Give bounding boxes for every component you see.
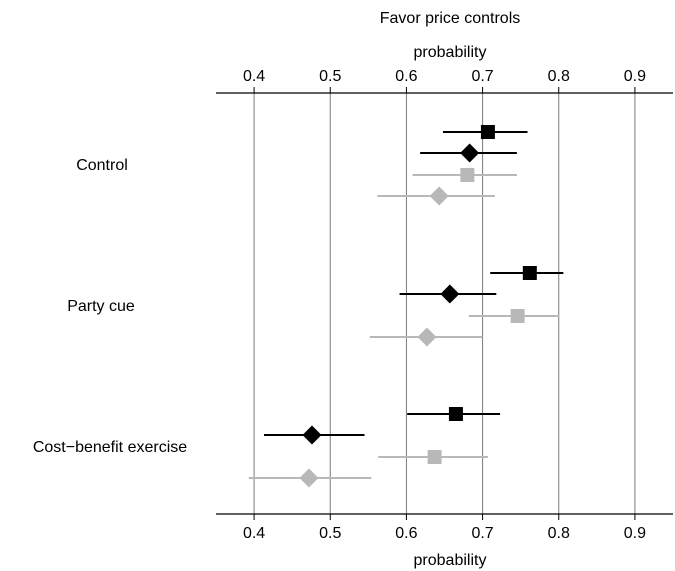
x-tick-label-top: 0.4 <box>243 68 265 85</box>
square-marker <box>480 125 495 139</box>
x-tick-label-bottom: 0.6 <box>395 525 417 542</box>
x-tick-label-top: 0.8 <box>548 68 570 85</box>
category-label: Control <box>76 157 128 174</box>
diamond-marker <box>417 327 437 347</box>
square-marker <box>510 309 525 323</box>
diamond-marker <box>460 143 480 163</box>
data-marks <box>248 125 564 488</box>
category-label: Party cue <box>67 298 135 315</box>
x-axis-label-top: probability <box>414 44 487 61</box>
square-marker <box>460 168 475 182</box>
diamond-marker <box>299 468 319 488</box>
x-tick-label-bottom: 0.5 <box>319 525 341 542</box>
x-tick-label-top: 0.9 <box>624 68 646 85</box>
chart-title: Favor price controls <box>380 10 521 27</box>
square-marker <box>522 266 537 280</box>
x-tick-label-bottom: 0.8 <box>548 525 570 542</box>
diamond-marker <box>302 425 322 445</box>
x-tick-label-bottom: 0.7 <box>471 525 493 542</box>
x-tick-label-bottom: 0.9 <box>624 525 646 542</box>
grid-lines <box>253 93 636 514</box>
x-tick-label-bottom: 0.4 <box>243 525 265 542</box>
square-marker <box>427 450 442 464</box>
axis-ticks: 0.4 0.4 0.5 0.5 0.6 0.6 0.7 0.7 0.8 0.8 0.9 0.9 <box>243 68 646 542</box>
square-marker <box>448 407 463 421</box>
diamond-marker <box>429 186 449 206</box>
category-label: Cost−benefit exercise <box>33 439 187 456</box>
x-axis-label-bottom: probability <box>414 552 487 569</box>
diamond-marker <box>440 284 460 304</box>
x-tick-label-top: 0.5 <box>319 68 341 85</box>
category-labels: Control Party cue Cost−benefit exercise <box>33 157 187 456</box>
x-tick-label-top: 0.7 <box>471 68 493 85</box>
x-tick-label-top: 0.6 <box>395 68 417 85</box>
